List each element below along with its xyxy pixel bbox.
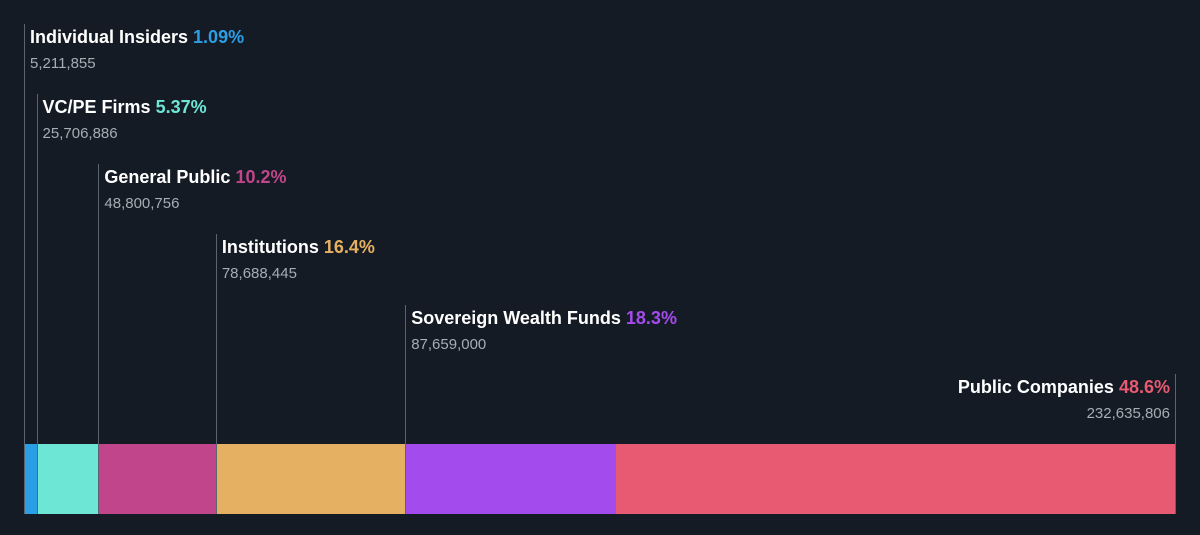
- leader-line-general-public: [98, 164, 100, 514]
- label-public-companies: Public Companies 48.6% 232,635,806: [958, 376, 1170, 424]
- label-title-general-public: General Public 10.2%: [104, 166, 286, 188]
- category-name: Sovereign Wealth Funds: [411, 308, 621, 328]
- bar-segment-sovereign-wealth-funds: [405, 444, 617, 514]
- label-title-vc-pe-firms: VC/PE Firms 5.37%: [43, 96, 207, 118]
- bar-segment-general-public: [98, 444, 216, 514]
- leader-line-institutions: [215, 234, 217, 514]
- percent-label: 16.4%: [318, 237, 375, 257]
- label-sovereign-wealth-funds: Sovereign Wealth Funds 18.3% 87,659,000: [411, 307, 677, 355]
- category-name: VC/PE Firms: [42, 97, 151, 117]
- label-title-sovereign-wealth-funds: Sovereign Wealth Funds 18.3%: [411, 307, 677, 329]
- label-title-individual-insiders: Individual Insiders 1.09%: [30, 26, 244, 48]
- leader-line-public-companies: [1175, 374, 1176, 514]
- value-label: 87,659,000: [411, 336, 487, 353]
- leader-line-individual-insiders: [24, 24, 25, 514]
- label-vc-pe-firms: VC/PE Firms 5.37% 25,706,886: [43, 96, 207, 144]
- category-name: Public Companies: [957, 377, 1114, 397]
- value-label: 78,688,445: [221, 265, 297, 282]
- bar-segment-vc-pe-firms: [36, 444, 99, 514]
- percent-label: 10.2%: [230, 167, 287, 187]
- label-institutions: Institutions 16.4% 78,688,445: [222, 236, 375, 284]
- percent-label: 5.37%: [150, 97, 207, 117]
- category-name: General Public: [104, 167, 231, 187]
- value-label: 232,635,806: [1086, 405, 1170, 422]
- leader-line-vc-pe-firms: [36, 94, 38, 514]
- percent-label: 48.6%: [1113, 377, 1170, 397]
- value-label: 5,211,855: [30, 55, 96, 72]
- bar-segment-individual-insiders: [24, 444, 37, 514]
- leader-line-sovereign-wealth-funds: [405, 305, 407, 514]
- label-individual-insiders: Individual Insiders 1.09% 5,211,855: [30, 26, 244, 74]
- label-title-public-companies: Public Companies 48.6%: [958, 376, 1170, 398]
- percent-label: 18.3%: [620, 308, 677, 328]
- label-general-public: General Public 10.2% 48,800,756: [104, 166, 286, 214]
- category-name: Institutions: [221, 237, 319, 257]
- percent-label: 1.09%: [188, 27, 245, 47]
- bar-segment-public-companies: [616, 444, 1176, 514]
- value-label: 25,706,886: [42, 125, 118, 142]
- category-name: Individual Insiders: [30, 27, 189, 47]
- label-title-institutions: Institutions 16.4%: [222, 236, 375, 258]
- bar-segment-institutions: [215, 444, 406, 514]
- value-label: 48,800,756: [104, 195, 180, 212]
